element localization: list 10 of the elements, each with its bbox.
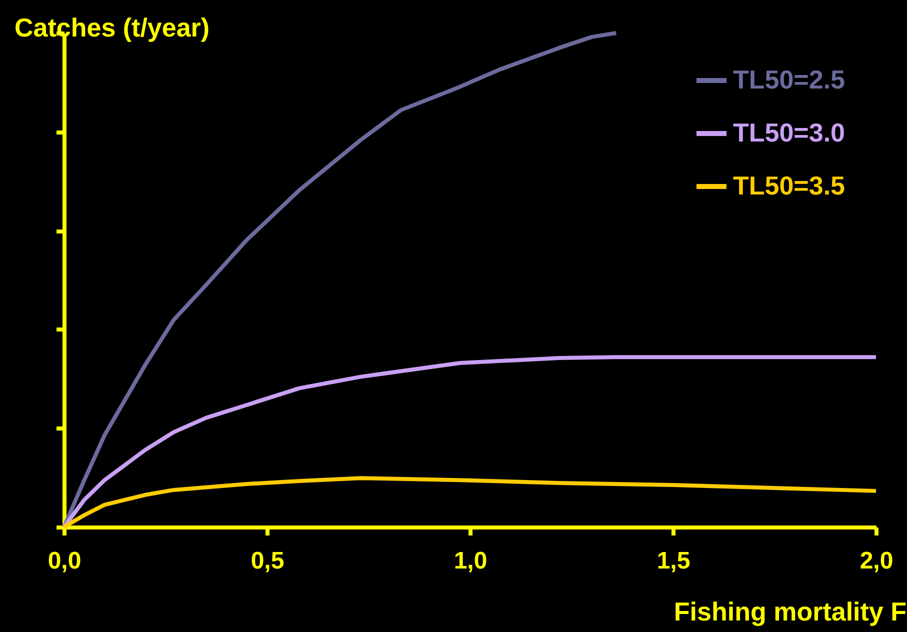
x-tick-label: 1,5 — [656, 548, 690, 574]
x-tick-label: 1,0 — [454, 548, 488, 574]
x-tick-label: 0,5 — [250, 548, 284, 574]
legend-label: TL50=2.5 — [733, 64, 846, 94]
x-tick-label: 0,0 — [48, 548, 82, 574]
y-axis-title: Catches (t/year) — [14, 12, 210, 42]
x-axis-title: Fishing mortality F — [674, 596, 906, 626]
x-tick-label: 2,0 — [860, 548, 894, 574]
legend-label: TL50=3.0 — [733, 118, 846, 148]
legend-label: TL50=3.5 — [733, 170, 846, 200]
